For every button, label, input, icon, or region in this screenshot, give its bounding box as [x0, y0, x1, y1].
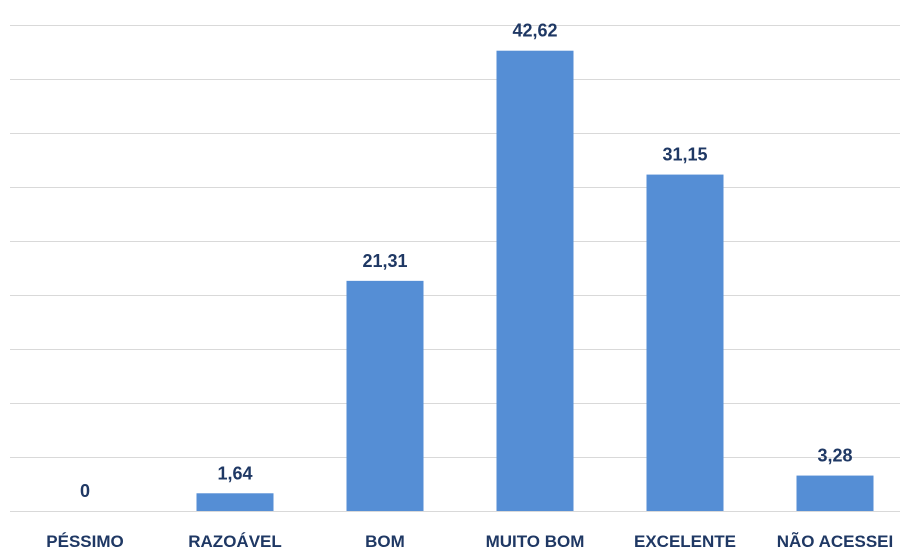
bar: [646, 174, 724, 511]
x-tick-label: MUITO BOM: [486, 532, 585, 551]
data-label: 31,15: [662, 145, 707, 165]
data-label: 42,62: [512, 21, 557, 41]
gridlines: [10, 25, 900, 512]
bar: [346, 280, 424, 511]
data-labels: 0 1,64 21,31 42,62 31,15 3,28: [80, 21, 853, 501]
bar: [196, 493, 274, 511]
data-label: 1,64: [217, 463, 252, 483]
x-tick-label: PÉSSIMO: [46, 532, 123, 551]
data-label: 21,31: [362, 251, 407, 271]
x-tick-label: EXCELENTE: [634, 532, 736, 551]
x-tick-label: RAZOÁVEL: [188, 532, 282, 551]
x-tick-label: NÃO ACESSEI: [777, 531, 894, 551]
data-label: 0: [80, 481, 90, 501]
x-tick-label: BOM: [365, 532, 405, 551]
bar: [496, 50, 574, 511]
bar: [796, 475, 874, 511]
data-label: 3,28: [817, 446, 852, 466]
bars: [196, 50, 874, 511]
x-axis-tick-labels: PÉSSIMO RAZOÁVEL BOM MUITO BOM EXCELENTE NÃO …: [46, 531, 893, 551]
